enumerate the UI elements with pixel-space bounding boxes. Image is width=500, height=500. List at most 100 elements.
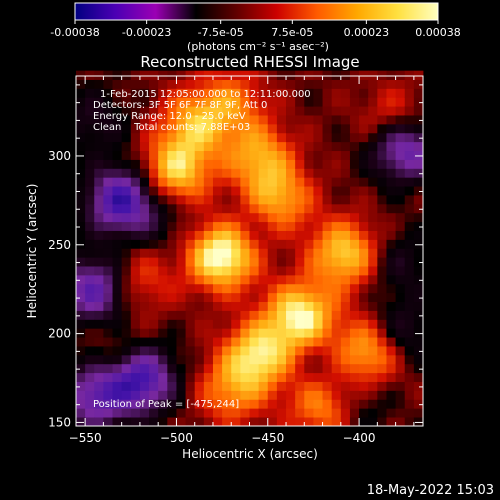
colorbar-ticks: -0.00038 -0.00023 -7.5e-05 7.5e-05 0.00023 0.… [50,20,461,39]
colorbar-tick-label: 0.00038 [415,26,461,39]
heatmap-cell [222,88,232,98]
heatmap-cell [158,79,168,89]
heatmap-cell [304,390,314,400]
heatmap-cell [112,106,123,116]
heatmap-cell [112,70,123,80]
heatmap-cell [340,381,351,391]
heatmap-cell [121,301,132,311]
heatmap-cell [295,141,305,152]
heatmap-cell [176,97,186,107]
heatmap-cell [103,186,113,196]
heatmap-cell [194,319,205,329]
heatmap-cell [322,257,333,267]
heatmap-cell [103,88,113,98]
heatmap-cell [103,337,113,347]
heatmap-cell [295,97,305,107]
heatmap-cell [121,310,132,320]
heatmap-cell [167,115,177,125]
heatmap-cell [167,354,177,365]
heatmap-cell [395,248,406,258]
heatmap-cell [331,186,342,196]
heatmap-cell [94,390,104,400]
heatmap-cell [340,372,351,382]
heatmap-cell [340,354,351,365]
heatmap-cell [286,283,296,294]
heatmap-cell [203,372,214,382]
heatmap-cell [404,186,415,196]
heatmap-cell [267,408,278,418]
heatmap-cell [359,257,369,267]
heatmap-cell [212,417,223,427]
heatmap-cell [149,417,159,427]
heatmap-cell [203,132,214,143]
heatmap-cell [368,310,378,320]
heatmap-cell [185,328,196,338]
heatmap-cell [295,168,305,178]
heatmap-cell [377,381,387,391]
heatmap-cell [240,266,250,276]
heatmap-cell [139,301,150,311]
heatmap-cell [258,266,269,276]
heatmap-cell [313,354,323,365]
heatmap-cell [240,177,250,187]
heatmap-cell [313,381,323,391]
heatmap-cell [322,390,333,400]
heatmap-cell [413,408,424,418]
heatmap-cell [76,150,86,160]
heatmap-cell [413,159,424,169]
heatmap-cell [76,97,86,107]
heatmap-cell [149,141,159,152]
heatmap-cell [139,274,150,285]
heatmap-cell [404,292,415,303]
heatmap-cell [76,310,86,320]
heatmap-cell [203,150,214,160]
heatmap-cell [158,301,168,311]
heatmap-cell [240,159,250,169]
heatmap-cell [413,274,424,285]
heatmap-cell [313,274,323,285]
heatmap-cell [359,408,369,418]
heatmap-cell [139,150,150,160]
heatmap-cell [222,150,232,160]
heatmap-cell [304,106,314,116]
heatmap-cell [121,292,132,303]
heatmap-cell [340,408,351,418]
heatmap-cell [130,372,141,382]
heatmap-cell [194,257,205,267]
heatmap-cell [368,346,378,356]
heatmap-cell [176,150,186,160]
heatmap-cell [185,417,196,427]
heatmap-cell [386,408,396,418]
heatmap-cell [176,132,186,143]
heatmap-cell [377,221,387,231]
heatmap-cell [295,239,305,249]
heatmap-cell [267,417,278,427]
heatmap-cell [130,248,141,258]
heatmap-cell [203,399,214,409]
heatmap-cell [158,337,168,347]
heatmap-cell [222,141,232,152]
heatmap-cell [395,150,406,160]
heatmap-cell [395,221,406,231]
heatmap-cell [249,257,260,267]
heatmap-cell [322,408,333,418]
heatmap-cell [377,274,387,285]
heatmap-cell [304,346,314,356]
heatmap-cell [286,88,296,98]
heatmap-cell [121,381,132,391]
heatmap-cell [286,203,296,214]
heatmap-cell [386,354,396,365]
heatmap-cell [167,292,177,303]
heatmap-cell [149,79,159,89]
heatmap-cell [85,132,95,143]
heatmap-cell [349,266,360,276]
heatmap-cell [176,319,186,329]
heatmap-cell [404,177,415,187]
heatmap-cell [395,354,406,365]
heatmap-cell [322,88,333,98]
heatmap-cell [276,390,287,400]
heatmap-cell [94,221,104,231]
heatmap-cell [121,372,132,382]
heatmap-cell [395,230,406,240]
heatmap-cell [413,372,424,382]
